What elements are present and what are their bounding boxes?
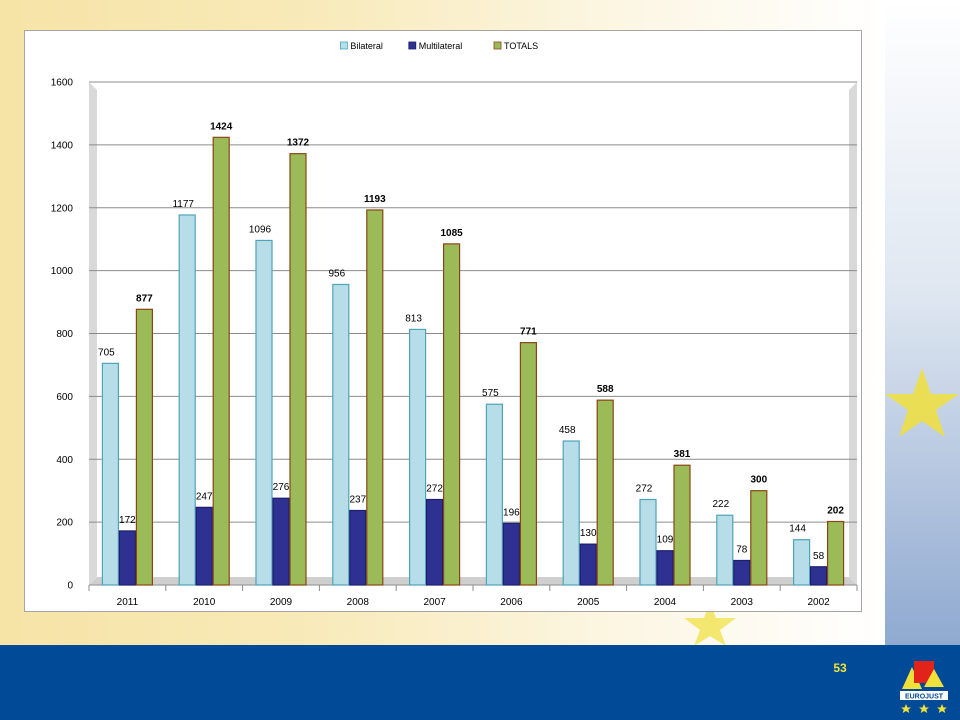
x-tick-label: 2009 xyxy=(270,597,293,608)
data-label: 237 xyxy=(349,494,366,505)
bar-bilateral xyxy=(562,440,580,586)
data-label: 575 xyxy=(482,388,499,399)
data-label: 458 xyxy=(559,425,576,436)
bar-bilateral xyxy=(639,498,657,586)
y-tick-label: 0 xyxy=(67,581,73,592)
data-label: 956 xyxy=(328,268,345,279)
x-tick-label: 2011 xyxy=(117,597,139,608)
footer-bar xyxy=(0,645,960,720)
bar-multilateral xyxy=(502,522,520,586)
bar-bilateral xyxy=(409,328,427,586)
bar-totals xyxy=(366,209,384,586)
y-tick-label: 1000 xyxy=(51,266,74,277)
y-tick-label: 600 xyxy=(56,392,73,403)
legend-label: Multilateral xyxy=(419,41,463,51)
data-label: 1177 xyxy=(172,199,194,210)
bar-totals xyxy=(673,464,691,586)
data-label: 1085 xyxy=(440,228,463,239)
bar-bilateral xyxy=(178,214,196,586)
bar-bilateral xyxy=(332,283,350,586)
bar-multilateral xyxy=(426,498,444,586)
bar-totals xyxy=(519,342,537,586)
x-tick-label: 2002 xyxy=(807,597,830,608)
data-label: 705 xyxy=(98,347,115,358)
x-tick-label: 2006 xyxy=(500,597,523,608)
data-label: 272 xyxy=(426,483,443,494)
star-icon xyxy=(684,602,736,646)
data-label: 109 xyxy=(657,535,674,546)
data-label: 172 xyxy=(119,515,136,526)
bar-bilateral xyxy=(485,403,503,586)
bar-totals xyxy=(289,153,307,586)
bar-totals xyxy=(596,399,614,586)
data-label: 276 xyxy=(273,482,290,493)
bar-bilateral xyxy=(255,239,273,586)
data-label: 144 xyxy=(789,524,806,535)
slide-side-gradient xyxy=(885,0,960,645)
x-tick-label: 2007 xyxy=(423,597,446,608)
bar-multilateral xyxy=(733,559,751,586)
bar-multilateral xyxy=(195,506,213,586)
y-tick-label: 1400 xyxy=(51,140,74,151)
y-tick-label: 1200 xyxy=(51,203,74,214)
bar-totals xyxy=(212,136,230,586)
bar-totals xyxy=(443,243,461,586)
legend-swatch xyxy=(339,41,348,50)
data-label: 1096 xyxy=(249,224,272,235)
data-label: 1424 xyxy=(210,121,233,132)
logo-text: EUROJUST xyxy=(905,694,944,701)
bar-bilateral xyxy=(101,362,120,586)
data-label: 130 xyxy=(580,528,597,539)
bar-chart: 0 200 400 600 800 1000 1200 1400 1600 2011 2010 200… xyxy=(51,41,858,608)
x-tick-label: 2005 xyxy=(577,597,600,608)
slide-number: 53 xyxy=(833,661,847,675)
bar-bilateral xyxy=(792,539,811,586)
data-label: 247 xyxy=(196,491,213,502)
x-tick-label: 2010 xyxy=(193,597,216,608)
bar-totals xyxy=(826,520,845,586)
data-label: 1193 xyxy=(364,194,386,205)
data-label: 813 xyxy=(405,313,422,324)
bar-bilateral xyxy=(716,514,734,586)
bar-multilateral xyxy=(809,566,828,586)
bar-totals xyxy=(135,308,154,586)
chart-frame: 0 200 400 600 800 1000 1200 1400 1600 2011 2010 200… xyxy=(24,30,862,612)
data-label: 771 xyxy=(520,327,537,338)
legend-swatch xyxy=(408,41,417,50)
data-label: 58 xyxy=(813,551,825,562)
data-label: 381 xyxy=(674,449,691,460)
data-label: 588 xyxy=(597,384,614,395)
star-icon xyxy=(885,368,959,437)
bar-multilateral xyxy=(272,497,290,586)
data-label: 272 xyxy=(636,483,653,494)
legend-label: Bilateral xyxy=(350,41,383,51)
x-tick-label: 2008 xyxy=(347,597,370,608)
eurojust-logo: EUROJUST xyxy=(896,655,952,713)
bar-totals xyxy=(750,490,768,586)
data-label: 1372 xyxy=(287,138,310,149)
data-label: 78 xyxy=(736,544,748,555)
legend-swatch xyxy=(493,41,502,50)
bar-multilateral xyxy=(349,509,367,586)
y-tick-label: 200 xyxy=(56,518,73,529)
y-tick-label: 400 xyxy=(56,455,73,466)
bar-multilateral xyxy=(579,543,597,586)
data-label: 877 xyxy=(136,293,153,304)
x-tick-label: 2003 xyxy=(731,597,754,608)
x-tick-label: 2004 xyxy=(654,597,677,608)
bar-multilateral xyxy=(656,550,674,586)
data-label: 196 xyxy=(503,507,520,518)
legend-label: TOTALS xyxy=(504,41,538,51)
data-label: 222 xyxy=(712,499,729,510)
data-label: 202 xyxy=(827,505,844,516)
y-tick-label: 1600 xyxy=(51,78,74,89)
y-tick-label: 800 xyxy=(56,329,73,340)
bar-multilateral xyxy=(118,530,137,586)
data-label: 300 xyxy=(750,475,767,486)
